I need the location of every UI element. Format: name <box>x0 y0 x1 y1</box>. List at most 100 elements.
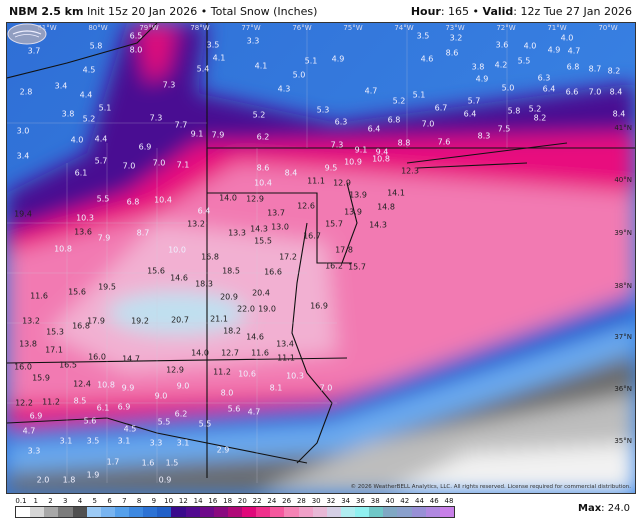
longitude-label: 76°W <box>292 24 312 32</box>
legend-tick-label: 22 <box>252 497 262 505</box>
legend-tick-label: 10 <box>164 497 174 505</box>
snow-value-label: 3.0 <box>16 126 30 136</box>
snow-value-label: 15.3 <box>46 327 64 337</box>
snow-value-label: 15.7 <box>325 219 343 229</box>
snow-value-label: 18.2 <box>223 326 241 336</box>
legend-color-swatch <box>355 507 370 517</box>
snow-value-label: 5.1 <box>98 103 112 113</box>
snow-value-label: 16.0 <box>88 352 106 362</box>
snow-value-label: 3.3 <box>149 438 163 448</box>
longitude-label: 80°W <box>88 24 108 32</box>
latitude-label: 39°N <box>614 229 632 237</box>
snow-value-label: 1.7 <box>106 457 120 467</box>
snow-value-label: 19.4 <box>14 209 32 219</box>
snow-value-label: 9.4 <box>375 147 389 157</box>
snow-value-label: 16.8 <box>72 321 90 331</box>
legend-color-swatch <box>72 507 87 517</box>
snow-value-label: 5.5 <box>157 417 171 427</box>
snow-value-label: 3.2 <box>449 33 463 43</box>
snow-value-label: 6.2 <box>174 409 188 419</box>
legend-tick-label: 36 <box>355 497 365 505</box>
snow-value-label: 6.1 <box>74 168 88 178</box>
snow-value-label: 2.8 <box>19 87 33 97</box>
snow-value-label: 11.2 <box>42 397 60 407</box>
snow-value-label: 10.6 <box>238 369 256 379</box>
snow-value-label: 12.2 <box>15 398 33 408</box>
snow-value-label: 3.3 <box>246 36 260 46</box>
snow-value-label: 14.3 <box>369 220 387 230</box>
snow-value-label: 6.8 <box>566 62 580 72</box>
legend-tick-label: 38 <box>370 497 380 505</box>
snow-value-label: 13.2 <box>22 316 40 326</box>
legend-color-swatch <box>340 507 355 517</box>
snow-value-label: 21.1 <box>210 314 228 324</box>
snow-value-label: 5.5 <box>517 56 531 66</box>
legend-tick-label: 18 <box>223 497 233 505</box>
snow-value-label: 4.0 <box>523 41 537 51</box>
snow-value-label: 16.8 <box>201 252 219 262</box>
snow-value-label: 12.9 <box>166 365 184 375</box>
legend-color-swatch <box>383 507 398 517</box>
snow-value-label: 7.9 <box>211 130 225 140</box>
snow-value-label: 6.8 <box>126 197 140 207</box>
snow-value-label: 7.9 <box>97 233 111 243</box>
legend-tick-label: 48 <box>444 497 454 505</box>
latitude-label: 36°N <box>614 385 632 393</box>
legend-tick-label: 8 <box>136 497 142 505</box>
legend-color-swatch <box>58 507 73 517</box>
snow-value-label: 13.3 <box>228 228 246 238</box>
snow-value-label: 1.9 <box>86 470 100 480</box>
model-name: NBM 2.5 km <box>9 5 84 18</box>
snow-value-label: 10.8 <box>372 154 390 164</box>
snow-value-label: 13.2 <box>187 219 205 229</box>
snow-value-label: 15.7 <box>348 262 366 272</box>
legend-tick-label: 34 <box>341 497 351 505</box>
latitude-label: 40°N <box>614 176 632 184</box>
snow-value-label: 10.9 <box>344 157 362 167</box>
snow-value-label: 8.6 <box>445 48 459 58</box>
snow-value-label: 17.9 <box>87 316 105 326</box>
legend-color-swatch <box>30 507 45 517</box>
snow-value-label: 12.9 <box>246 194 264 204</box>
snow-value-label: 4.0 <box>560 33 574 43</box>
legend-color-swatch <box>143 507 158 517</box>
snow-value-label: 3.6 <box>495 40 509 50</box>
snow-value-label: 9.0 <box>176 381 190 391</box>
snow-value-label: 8.7 <box>588 64 602 74</box>
snow-value-label: 9.5 <box>324 163 338 173</box>
legend-tick-label: 30 <box>311 497 321 505</box>
snow-value-label: 3.1 <box>59 436 73 446</box>
snow-value-label: 5.5 <box>96 194 110 204</box>
snow-value-label: 16.0 <box>14 362 32 372</box>
legend-tick-label: 46 <box>429 497 439 505</box>
legend-tick-label: 42 <box>400 497 410 505</box>
snow-value-label: 19.0 <box>258 304 276 314</box>
snow-value-label: 9.9 <box>121 383 135 393</box>
snow-value-label: 8.8 <box>397 138 411 148</box>
snow-value-label: 13.9 <box>344 207 362 217</box>
snow-value-label: 3.5 <box>86 436 100 446</box>
init-time: Init 15z 20 Jan 2026 <box>86 5 198 18</box>
latitude-label: 41°N <box>614 124 632 132</box>
snow-value-label: 4.5 <box>123 424 137 434</box>
legend-tick-label: 5 <box>92 497 98 505</box>
legend-color-swatch <box>114 507 129 517</box>
snow-value-label: 5.2 <box>82 114 96 124</box>
snow-value-label: 10.4 <box>254 178 272 188</box>
snow-value-label: 8.6 <box>256 163 270 173</box>
snow-value-label: 11.1 <box>307 176 325 186</box>
color-scale-legend: 0.1 1 2 3 4 5 6 7 8 9 10 12 14 16 18 20 22 24 26 28 30 32 34 36… <box>15 497 455 518</box>
longitude-label: 81°W <box>37 24 57 32</box>
snow-value-label: 4.1 <box>212 53 226 63</box>
snow-value-label: 2.9 <box>216 445 230 455</box>
snow-value-label: 6.7 <box>434 103 448 113</box>
legend-tick-label: 24 <box>267 497 277 505</box>
snow-value-label: 7.1 <box>176 160 190 170</box>
snow-value-label: 9.1 <box>190 129 204 139</box>
snow-value-label: 4.4 <box>79 90 93 100</box>
snow-value-label: 5.6 <box>227 404 241 414</box>
snow-value-label: 3.3 <box>27 446 41 456</box>
snow-value-label: 5.7 <box>94 156 108 166</box>
legend-tick-label: 14 <box>193 497 203 505</box>
snow-value-label: 20.9 <box>220 292 238 302</box>
